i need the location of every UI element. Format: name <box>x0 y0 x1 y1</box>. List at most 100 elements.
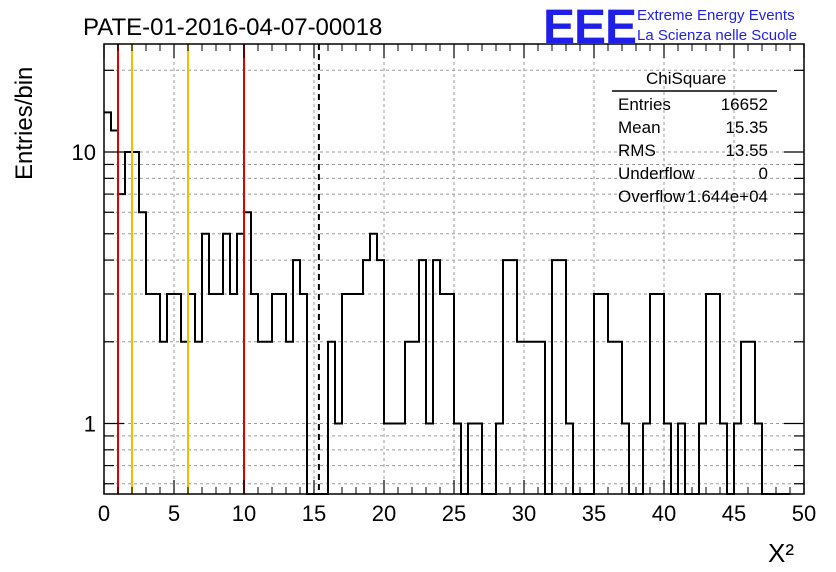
x-axis-title: X² <box>768 538 794 568</box>
histogram-bin <box>510 260 517 494</box>
histogram-bin <box>517 342 524 494</box>
histogram-bin <box>657 294 664 494</box>
histogram-bin <box>370 234 377 494</box>
histogram-bin <box>286 342 293 494</box>
histogram-bin <box>475 424 482 494</box>
x-tick-label: 10 <box>232 501 256 526</box>
histogram-bin <box>594 294 601 494</box>
histogram-bin <box>244 212 251 494</box>
histogram-bin <box>426 424 433 494</box>
histogram-bin <box>139 212 146 494</box>
x-tick-label: 50 <box>792 501 816 526</box>
stats-value-underflow: 0 <box>759 164 768 183</box>
histogram-bin <box>216 294 223 494</box>
histogram-bin <box>251 294 258 494</box>
histogram-bin <box>188 294 195 494</box>
histogram-bin <box>440 294 447 494</box>
histogram-bin <box>650 294 657 494</box>
histogram-bin <box>412 342 419 494</box>
histogram-bin <box>335 424 342 494</box>
histogram-bin <box>265 342 272 494</box>
stats-value-entries: 16652 <box>721 95 768 114</box>
histogram-bin <box>209 294 216 494</box>
stats-value-mean: 15.35 <box>725 118 768 137</box>
stats-label-mean: Mean <box>618 118 661 137</box>
logo-line1: Extreme Energy Events <box>637 7 795 24</box>
histogram-bin <box>741 342 748 494</box>
x-tick-label: 30 <box>512 501 536 526</box>
histogram-bin <box>706 294 713 494</box>
histogram-bin <box>524 342 531 494</box>
histogram-bin <box>167 294 174 494</box>
histogram-bin <box>755 424 762 494</box>
histogram-bin <box>342 294 349 494</box>
histogram-bin <box>237 234 244 494</box>
histogram-bin <box>734 424 741 494</box>
histogram-bin <box>300 294 307 494</box>
histogram-bin <box>699 424 706 494</box>
histogram-bin <box>447 294 454 494</box>
x-tick-label: 20 <box>372 501 396 526</box>
histogram-bin <box>559 260 566 494</box>
histogram-bin <box>174 294 181 494</box>
histogram-bin <box>181 342 188 494</box>
histogram-bin <box>678 424 685 494</box>
stats-label-underflow: Underflow <box>618 164 695 183</box>
histogram-bin <box>496 424 503 494</box>
histogram-bin <box>405 342 412 494</box>
histogram-bin <box>608 342 615 494</box>
histogram-bin <box>356 294 363 494</box>
x-tick-label: 5 <box>168 501 180 526</box>
histogram-bin <box>566 424 573 494</box>
histogram-bin <box>363 260 370 494</box>
histogram-bin <box>391 424 398 494</box>
eee-logo: EEE Extreme Energy Events La Scienza nel… <box>543 1 797 54</box>
x-tick-label: 40 <box>652 501 676 526</box>
x-tick-label: 35 <box>582 501 606 526</box>
stats-value-rms: 13.55 <box>725 141 768 160</box>
stats-box: ChiSquare Entries 16652 Mean 15.35 RMS 1… <box>612 69 777 206</box>
histogram-bin <box>531 342 538 494</box>
histogram-bin <box>349 294 356 494</box>
histogram-bin <box>615 342 622 494</box>
y-axis-title: Entries/bin <box>11 67 38 180</box>
histogram-bin <box>125 152 132 494</box>
x-tick-label: 25 <box>442 501 466 526</box>
histogram-bin <box>664 424 671 494</box>
histogram-bin <box>153 294 160 494</box>
logo-mark: EEE <box>543 1 636 54</box>
histogram-bin <box>160 342 167 494</box>
histogram-bin <box>258 342 265 494</box>
histogram-bin <box>748 342 755 494</box>
stats-label-rms: RMS <box>618 141 656 160</box>
y-tick-label: 1 <box>84 412 96 437</box>
stats-value-overflow: 1.644e+04 <box>687 187 768 206</box>
histogram-bin <box>377 260 384 494</box>
histogram-bin <box>118 194 125 494</box>
histogram-bin <box>279 294 286 494</box>
histogram-bin <box>384 424 391 494</box>
histogram-bin <box>601 294 608 494</box>
histogram-bin <box>132 152 139 494</box>
histogram-bin <box>468 424 475 494</box>
stats-title: ChiSquare <box>646 69 726 88</box>
histogram-bin <box>643 424 650 494</box>
histogram-bin <box>104 112 111 494</box>
histogram-bin <box>713 294 720 494</box>
y-tick-label: 10 <box>72 140 96 165</box>
histogram-bin <box>454 424 461 494</box>
histogram-bin <box>622 424 629 494</box>
histogram-bin <box>195 342 202 494</box>
chart-title: PATE-01-2016-04-07-00018 <box>83 14 382 41</box>
histogram-bin <box>111 131 118 494</box>
x-tick-label: 45 <box>722 501 746 526</box>
stats-label-overflow: Overflow <box>618 187 686 206</box>
axis-ticks: 0 5 10 15 20 25 30 35 40 45 50 1 10 <box>72 44 816 526</box>
histogram-bin <box>720 424 727 494</box>
stats-label-entries: Entries <box>618 95 671 114</box>
reference-lines <box>117 44 320 494</box>
histogram-bin <box>398 424 405 494</box>
logo-line2: La Scienza nelle Scuole <box>637 27 797 44</box>
histogram-bin <box>419 260 426 494</box>
